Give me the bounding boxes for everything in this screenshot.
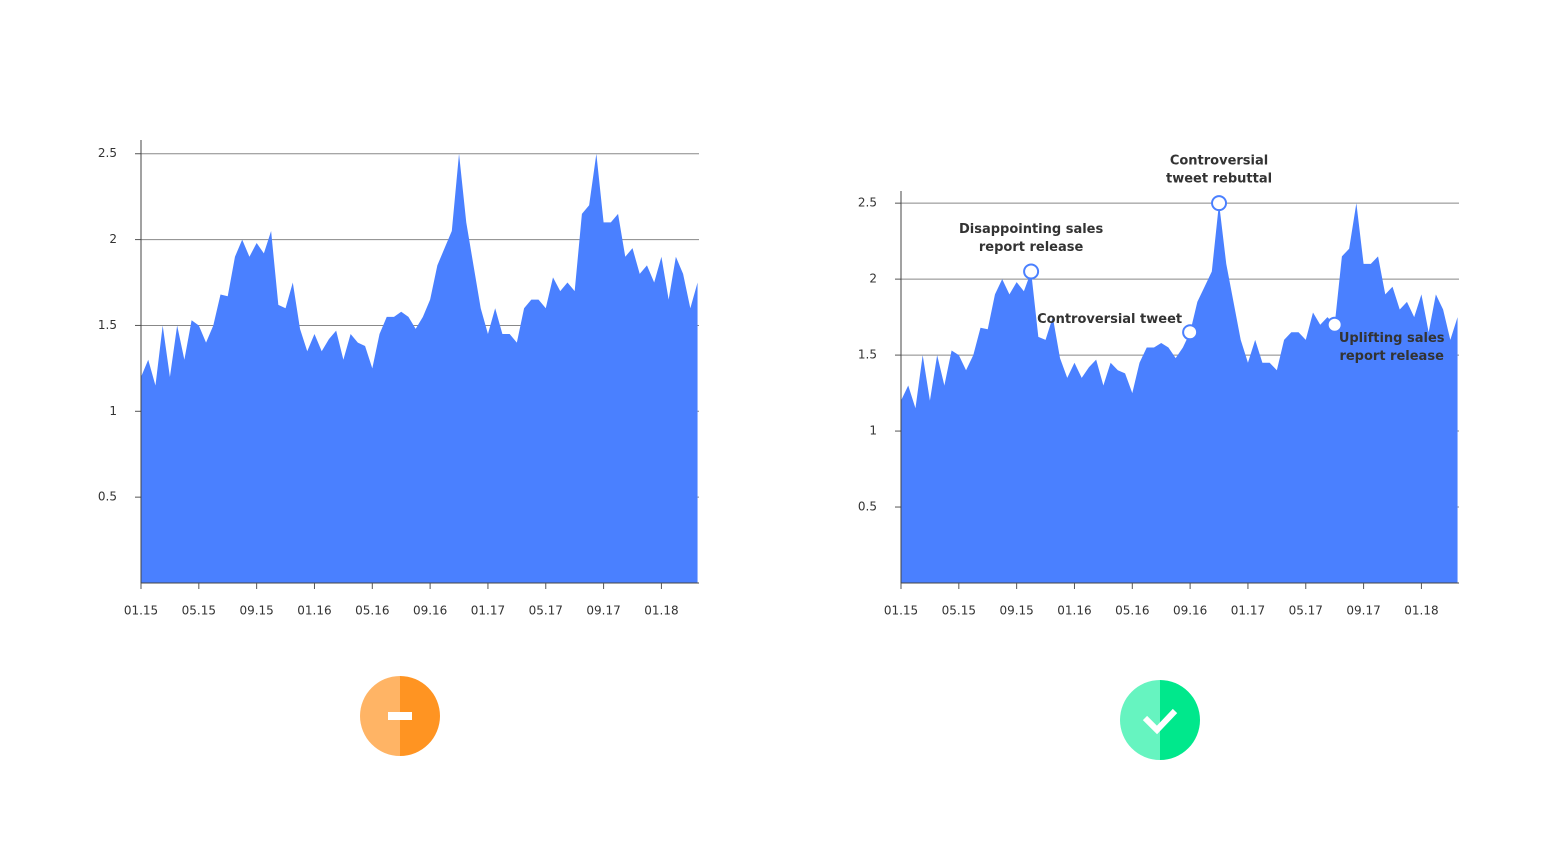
y-tick-label: 2 <box>869 272 877 286</box>
x-tick-label: 01.15 <box>124 604 158 618</box>
y-tick-label: 0.5 <box>98 490 117 504</box>
x-tick-label: 09.15 <box>239 604 273 618</box>
check-icon <box>1142 708 1178 735</box>
x-tick-label: 09.17 <box>586 604 620 618</box>
annotation-label: Uplifting sales <box>1339 331 1445 346</box>
y-tick-label: 2.5 <box>858 196 877 210</box>
x-tick-label: 05.17 <box>529 604 563 618</box>
x-tick-label: 05.15 <box>942 604 976 618</box>
x-tick-label: 05.17 <box>1289 604 1323 618</box>
annotation-label: report release <box>979 240 1084 255</box>
annotation-label: Controversial tweet <box>1037 312 1182 327</box>
y-tick-label: 1.5 <box>858 348 877 362</box>
y-tick-label: 1 <box>869 424 877 438</box>
x-tick-label: 05.15 <box>182 604 216 618</box>
x-tick-label: 01.17 <box>1231 604 1265 618</box>
status-positive <box>1120 680 1200 760</box>
x-tick-label: 01.18 <box>644 604 678 618</box>
icon-half <box>400 676 440 756</box>
annotation-marker <box>1326 316 1343 333</box>
x-tick-label: 09.16 <box>1173 604 1207 618</box>
icon-half <box>1120 680 1160 760</box>
x-tick-label: 09.15 <box>999 604 1033 618</box>
annotation-label: Disappointing sales <box>959 222 1104 237</box>
annotation-marker <box>1211 195 1228 212</box>
x-tick-label: 01.18 <box>1404 604 1438 618</box>
area <box>901 203 1458 584</box>
y-tick-label: 1 <box>109 404 117 418</box>
x-tick-label: 09.16 <box>413 604 447 618</box>
x-tick-label: 05.16 <box>355 604 389 618</box>
chart: 0.5 1 1.5 2 2.5 01.15 05.15 09.15 01.16 05.16 09.1… <box>858 154 1459 618</box>
x-tick-label: 01.16 <box>297 604 331 618</box>
annotation-label: report release <box>1339 349 1444 364</box>
y-tick-label: 0.5 <box>858 500 877 514</box>
annotation-marker <box>1023 263 1040 280</box>
chart: 0.5 1 1.5 2 2.5 01.15 05.15 09.15 01.16 05.16 09.1… <box>98 140 699 618</box>
y-tick-label: 1.5 <box>98 318 117 332</box>
icon-half <box>360 676 400 756</box>
y-tick-label: 2.5 <box>98 146 117 160</box>
annotation-label: Controversial <box>1170 154 1268 169</box>
status-negative <box>360 676 440 756</box>
icon-half <box>1160 680 1200 760</box>
minus-icon <box>388 712 412 720</box>
area <box>141 153 698 583</box>
x-tick-label: 05.16 <box>1115 604 1149 618</box>
y-tick-label: 2 <box>109 232 117 246</box>
annotation-label: tweet rebuttal <box>1166 172 1272 187</box>
annotation-marker <box>1182 324 1199 341</box>
x-tick-label: 01.16 <box>1057 604 1091 618</box>
x-tick-label: 09.17 <box>1346 604 1380 618</box>
x-tick-label: 01.15 <box>884 604 918 618</box>
x-tick-label: 01.17 <box>471 604 505 618</box>
